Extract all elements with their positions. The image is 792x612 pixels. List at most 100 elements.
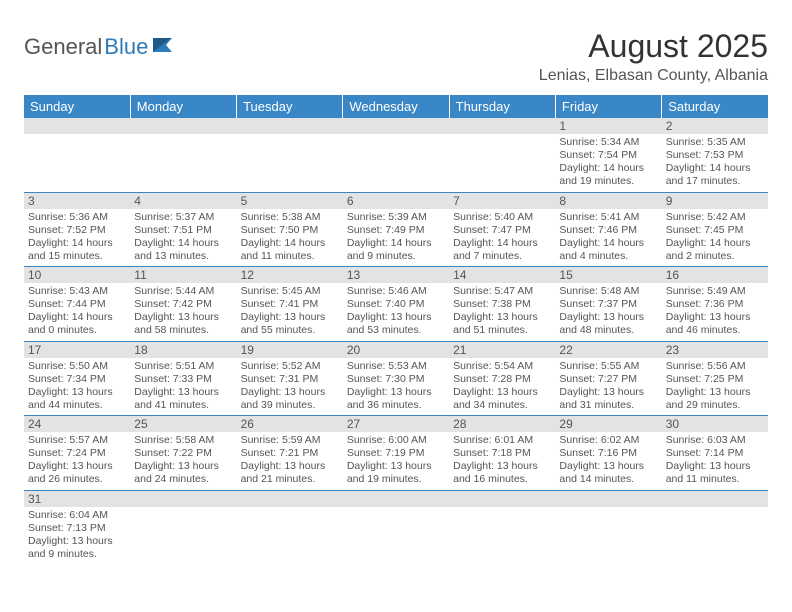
flag-icon [152, 36, 174, 59]
daylight-text: Daylight: 14 hours and 11 minutes. [241, 237, 339, 263]
daylight-text: Daylight: 13 hours and 26 minutes. [28, 460, 126, 486]
daylight-text: Daylight: 13 hours and 14 minutes. [559, 460, 657, 486]
title-block: August 2025 Lenias, Elbasan County, Alba… [539, 28, 768, 85]
month-title: August 2025 [539, 28, 768, 65]
sunset-text: Sunset: 7:47 PM [453, 224, 551, 237]
cell-body: Sunrise: 5:44 AMSunset: 7:42 PMDaylight:… [130, 283, 236, 341]
day-number: 26 [237, 416, 343, 432]
cell-body: Sunrise: 5:47 AMSunset: 7:38 PMDaylight:… [449, 283, 555, 341]
daylight-text: Daylight: 13 hours and 58 minutes. [134, 311, 232, 337]
sunrise-text: Sunrise: 6:02 AM [559, 434, 657, 447]
sunset-text: Sunset: 7:36 PM [666, 298, 764, 311]
calendar-cell: 27Sunrise: 6:00 AMSunset: 7:19 PMDayligh… [343, 416, 449, 491]
sunrise-text: Sunrise: 5:48 AM [559, 285, 657, 298]
sunrise-text: Sunrise: 5:35 AM [666, 136, 764, 149]
logo-text-general: General [24, 34, 102, 60]
calendar-cell: 4Sunrise: 5:37 AMSunset: 7:51 PMDaylight… [130, 192, 236, 267]
sunset-text: Sunset: 7:22 PM [134, 447, 232, 460]
cell-body: Sunrise: 5:34 AMSunset: 7:54 PMDaylight:… [555, 134, 661, 192]
sunset-text: Sunset: 7:19 PM [347, 447, 445, 460]
cell-body: Sunrise: 5:39 AMSunset: 7:49 PMDaylight:… [343, 209, 449, 267]
sunrise-text: Sunrise: 6:01 AM [453, 434, 551, 447]
cell-body: Sunrise: 5:58 AMSunset: 7:22 PMDaylight:… [130, 432, 236, 490]
day-number [343, 118, 449, 134]
day-number [555, 491, 661, 507]
cell-body: Sunrise: 5:43 AMSunset: 7:44 PMDaylight:… [24, 283, 130, 341]
calendar-cell: 15Sunrise: 5:48 AMSunset: 7:37 PMDayligh… [555, 267, 661, 342]
calendar-cell: 14Sunrise: 5:47 AMSunset: 7:38 PMDayligh… [449, 267, 555, 342]
calendar-cell: 29Sunrise: 6:02 AMSunset: 7:16 PMDayligh… [555, 416, 661, 491]
calendar-cell [237, 490, 343, 564]
daylight-text: Daylight: 13 hours and 31 minutes. [559, 386, 657, 412]
calendar-cell: 26Sunrise: 5:59 AMSunset: 7:21 PMDayligh… [237, 416, 343, 491]
sunset-text: Sunset: 7:45 PM [666, 224, 764, 237]
sunrise-text: Sunrise: 5:42 AM [666, 211, 764, 224]
daylight-text: Daylight: 13 hours and 9 minutes. [28, 535, 126, 561]
calendar-row: 1Sunrise: 5:34 AMSunset: 7:54 PMDaylight… [24, 118, 768, 192]
daylight-text: Daylight: 13 hours and 34 minutes. [453, 386, 551, 412]
calendar-cell: 21Sunrise: 5:54 AMSunset: 7:28 PMDayligh… [449, 341, 555, 416]
day-number [237, 491, 343, 507]
sunrise-text: Sunrise: 5:56 AM [666, 360, 764, 373]
daylight-text: Daylight: 14 hours and 9 minutes. [347, 237, 445, 263]
calendar-row: 17Sunrise: 5:50 AMSunset: 7:34 PMDayligh… [24, 341, 768, 416]
day-header: Tuesday [237, 95, 343, 118]
cell-body: Sunrise: 6:04 AMSunset: 7:13 PMDaylight:… [24, 507, 130, 565]
sunset-text: Sunset: 7:34 PM [28, 373, 126, 386]
day-number: 2 [662, 118, 768, 134]
sunset-text: Sunset: 7:24 PM [28, 447, 126, 460]
day-number: 21 [449, 342, 555, 358]
calendar-cell [343, 118, 449, 192]
calendar-body: 1Sunrise: 5:34 AMSunset: 7:54 PMDaylight… [24, 118, 768, 564]
day-number: 5 [237, 193, 343, 209]
cell-body: Sunrise: 5:41 AMSunset: 7:46 PMDaylight:… [555, 209, 661, 267]
calendar-cell: 7Sunrise: 5:40 AMSunset: 7:47 PMDaylight… [449, 192, 555, 267]
day-number [130, 491, 236, 507]
sunrise-text: Sunrise: 5:47 AM [453, 285, 551, 298]
sunset-text: Sunset: 7:30 PM [347, 373, 445, 386]
day-number: 27 [343, 416, 449, 432]
sunset-text: Sunset: 7:31 PM [241, 373, 339, 386]
daylight-text: Daylight: 13 hours and 29 minutes. [666, 386, 764, 412]
daylight-text: Daylight: 14 hours and 19 minutes. [559, 162, 657, 188]
calendar-cell: 19Sunrise: 5:52 AMSunset: 7:31 PMDayligh… [237, 341, 343, 416]
cell-body: Sunrise: 5:48 AMSunset: 7:37 PMDaylight:… [555, 283, 661, 341]
daylight-text: Daylight: 13 hours and 41 minutes. [134, 386, 232, 412]
sunrise-text: Sunrise: 5:54 AM [453, 360, 551, 373]
calendar-cell: 1Sunrise: 5:34 AMSunset: 7:54 PMDaylight… [555, 118, 661, 192]
calendar-cell: 10Sunrise: 5:43 AMSunset: 7:44 PMDayligh… [24, 267, 130, 342]
sunrise-text: Sunrise: 6:04 AM [28, 509, 126, 522]
day-number [130, 118, 236, 134]
cell-body: Sunrise: 5:56 AMSunset: 7:25 PMDaylight:… [662, 358, 768, 416]
day-number [449, 118, 555, 134]
sunset-text: Sunset: 7:27 PM [559, 373, 657, 386]
calendar-row: 31Sunrise: 6:04 AMSunset: 7:13 PMDayligh… [24, 490, 768, 564]
sunset-text: Sunset: 7:40 PM [347, 298, 445, 311]
day-number: 11 [130, 267, 236, 283]
daylight-text: Daylight: 13 hours and 21 minutes. [241, 460, 339, 486]
sunrise-text: Sunrise: 5:44 AM [134, 285, 232, 298]
sunrise-text: Sunrise: 6:00 AM [347, 434, 445, 447]
logo: General Blue [24, 28, 174, 60]
calendar-cell [130, 118, 236, 192]
calendar-cell [130, 490, 236, 564]
daylight-text: Daylight: 14 hours and 4 minutes. [559, 237, 657, 263]
sunset-text: Sunset: 7:53 PM [666, 149, 764, 162]
sunrise-text: Sunrise: 5:49 AM [666, 285, 764, 298]
sunrise-text: Sunrise: 5:55 AM [559, 360, 657, 373]
daylight-text: Daylight: 14 hours and 17 minutes. [666, 162, 764, 188]
calendar-cell [662, 490, 768, 564]
day-number: 3 [24, 193, 130, 209]
daylight-text: Daylight: 13 hours and 48 minutes. [559, 311, 657, 337]
header: General Blue August 2025 Lenias, Elbasan… [24, 28, 768, 85]
day-number: 15 [555, 267, 661, 283]
day-number: 17 [24, 342, 130, 358]
sunset-text: Sunset: 7:37 PM [559, 298, 657, 311]
sunset-text: Sunset: 7:44 PM [28, 298, 126, 311]
day-number: 13 [343, 267, 449, 283]
calendar-cell: 8Sunrise: 5:41 AMSunset: 7:46 PMDaylight… [555, 192, 661, 267]
daylight-text: Daylight: 14 hours and 7 minutes. [453, 237, 551, 263]
calendar-cell: 17Sunrise: 5:50 AMSunset: 7:34 PMDayligh… [24, 341, 130, 416]
sunrise-text: Sunrise: 5:34 AM [559, 136, 657, 149]
calendar-cell [449, 490, 555, 564]
